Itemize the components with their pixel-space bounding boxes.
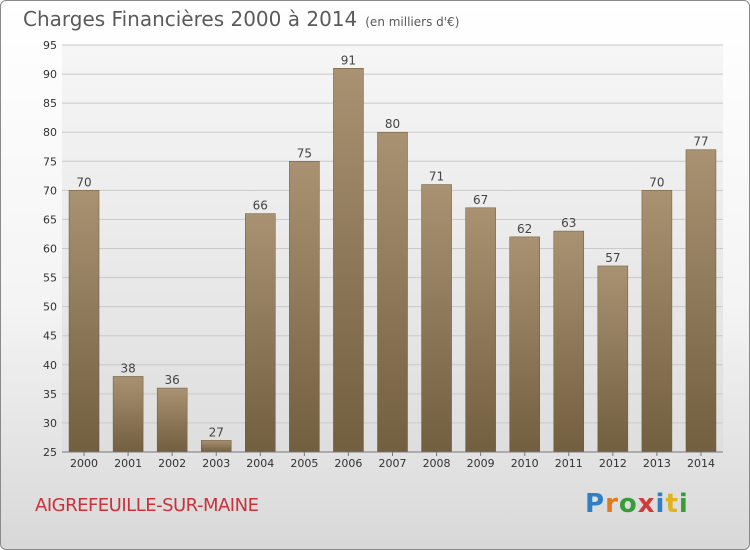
bar-value-label: 75 bbox=[297, 146, 312, 160]
y-tick-label: 80 bbox=[43, 126, 57, 139]
y-axis: 25 30 35 40 45 50 55 60 65 70 75 80 85 90 95 bbox=[43, 39, 57, 459]
bar-2000 bbox=[68, 190, 100, 453]
logo-letter: x bbox=[637, 489, 656, 519]
chart-title: Charges Financières 2000 à 2014 (en milli… bbox=[23, 7, 459, 31]
x-tick-label: 2004 bbox=[246, 457, 274, 470]
x-tick-label: 2014 bbox=[687, 457, 715, 470]
proxiti-logo: Proxiti bbox=[585, 489, 689, 519]
x-tick-label: 2002 bbox=[158, 457, 186, 470]
y-tick-label: 70 bbox=[43, 184, 57, 197]
bar-value-label: 71 bbox=[429, 170, 444, 184]
logo-letter: P bbox=[585, 489, 606, 519]
x-tick-label: 2008 bbox=[423, 457, 451, 470]
bar-2006 bbox=[333, 68, 364, 453]
x-tick-label: 2009 bbox=[467, 457, 495, 470]
bar-value-label: 67 bbox=[473, 193, 488, 207]
bar-value-label: 70 bbox=[76, 175, 91, 189]
bar-value-label: 77 bbox=[693, 135, 708, 149]
logo-letter: r bbox=[605, 489, 619, 519]
y-tick-label: 95 bbox=[43, 39, 57, 52]
logo-letter: o bbox=[618, 489, 638, 519]
bar-2004 bbox=[245, 213, 276, 453]
logo-letter: i bbox=[678, 489, 689, 519]
x-tick-label: 2003 bbox=[202, 457, 230, 470]
y-tick-label: 75 bbox=[43, 155, 57, 168]
y-tick-label: 50 bbox=[43, 301, 57, 314]
bar-2012 bbox=[597, 265, 629, 453]
x-tick-label: 2013 bbox=[643, 457, 671, 470]
logo-letter: i bbox=[655, 489, 666, 519]
city-name: AIGREFEUILLE-SUR-MAINE bbox=[35, 495, 259, 516]
bar-value-label: 62 bbox=[517, 222, 532, 236]
x-tick-label: 2007 bbox=[379, 457, 407, 470]
bar-value-label: 36 bbox=[165, 373, 180, 387]
bar-value-label: 38 bbox=[120, 361, 135, 375]
bar-2003 bbox=[200, 440, 232, 453]
bar-2007 bbox=[377, 131, 408, 453]
y-tick-label: 90 bbox=[43, 68, 57, 81]
bar-2005 bbox=[289, 161, 320, 453]
bar-value-label: 80 bbox=[385, 117, 400, 131]
x-tick-label: 2006 bbox=[334, 457, 362, 470]
bar-value-label: 63 bbox=[561, 216, 576, 230]
y-tick-label: 85 bbox=[43, 97, 57, 110]
chart-subtitle: (en milliers d'€) bbox=[365, 15, 460, 29]
bar-2010 bbox=[509, 236, 540, 453]
bar-2008 bbox=[421, 184, 452, 453]
y-tick-label: 35 bbox=[43, 388, 57, 401]
bar-value-label: 70 bbox=[649, 175, 664, 189]
x-tick-label: 2005 bbox=[290, 457, 318, 470]
bar-2014 bbox=[685, 149, 717, 453]
y-tick-label: 60 bbox=[43, 243, 57, 256]
bar-value-label: 66 bbox=[253, 199, 268, 213]
x-tick-label: 2000 bbox=[70, 457, 98, 470]
bar-2002 bbox=[156, 387, 188, 453]
bar-2011 bbox=[553, 230, 585, 453]
bar-value-label: 91 bbox=[341, 53, 356, 67]
x-tick-label: 2012 bbox=[599, 457, 627, 470]
y-tick-label: 45 bbox=[43, 330, 57, 343]
bar-2001 bbox=[112, 376, 144, 453]
x-tick-label: 2011 bbox=[555, 457, 583, 470]
x-tick-label: 2010 bbox=[511, 457, 539, 470]
y-tick-label: 55 bbox=[43, 272, 57, 285]
bar-2013 bbox=[641, 190, 673, 453]
y-tick-label: 65 bbox=[43, 213, 57, 226]
y-tick-label: 40 bbox=[43, 359, 57, 372]
bar-2009 bbox=[465, 207, 496, 453]
y-tick-label: 30 bbox=[43, 417, 57, 430]
x-axis: 2000 2001 2002 2003 2004 2005 2006 2007 2008 2009… bbox=[62, 451, 723, 470]
bar-value-label: 27 bbox=[209, 425, 224, 439]
logo-letter: t bbox=[665, 489, 679, 519]
y-tick-label: 25 bbox=[43, 446, 57, 459]
bars: 70 38 36 27 66 75 91 80 71 67 62 63 57 70 77 bbox=[68, 53, 717, 453]
x-tick-label: 2001 bbox=[114, 457, 142, 470]
bar-value-label: 57 bbox=[605, 251, 620, 265]
chart-title-text: Charges Financières 2000 à 2014 bbox=[23, 7, 358, 31]
